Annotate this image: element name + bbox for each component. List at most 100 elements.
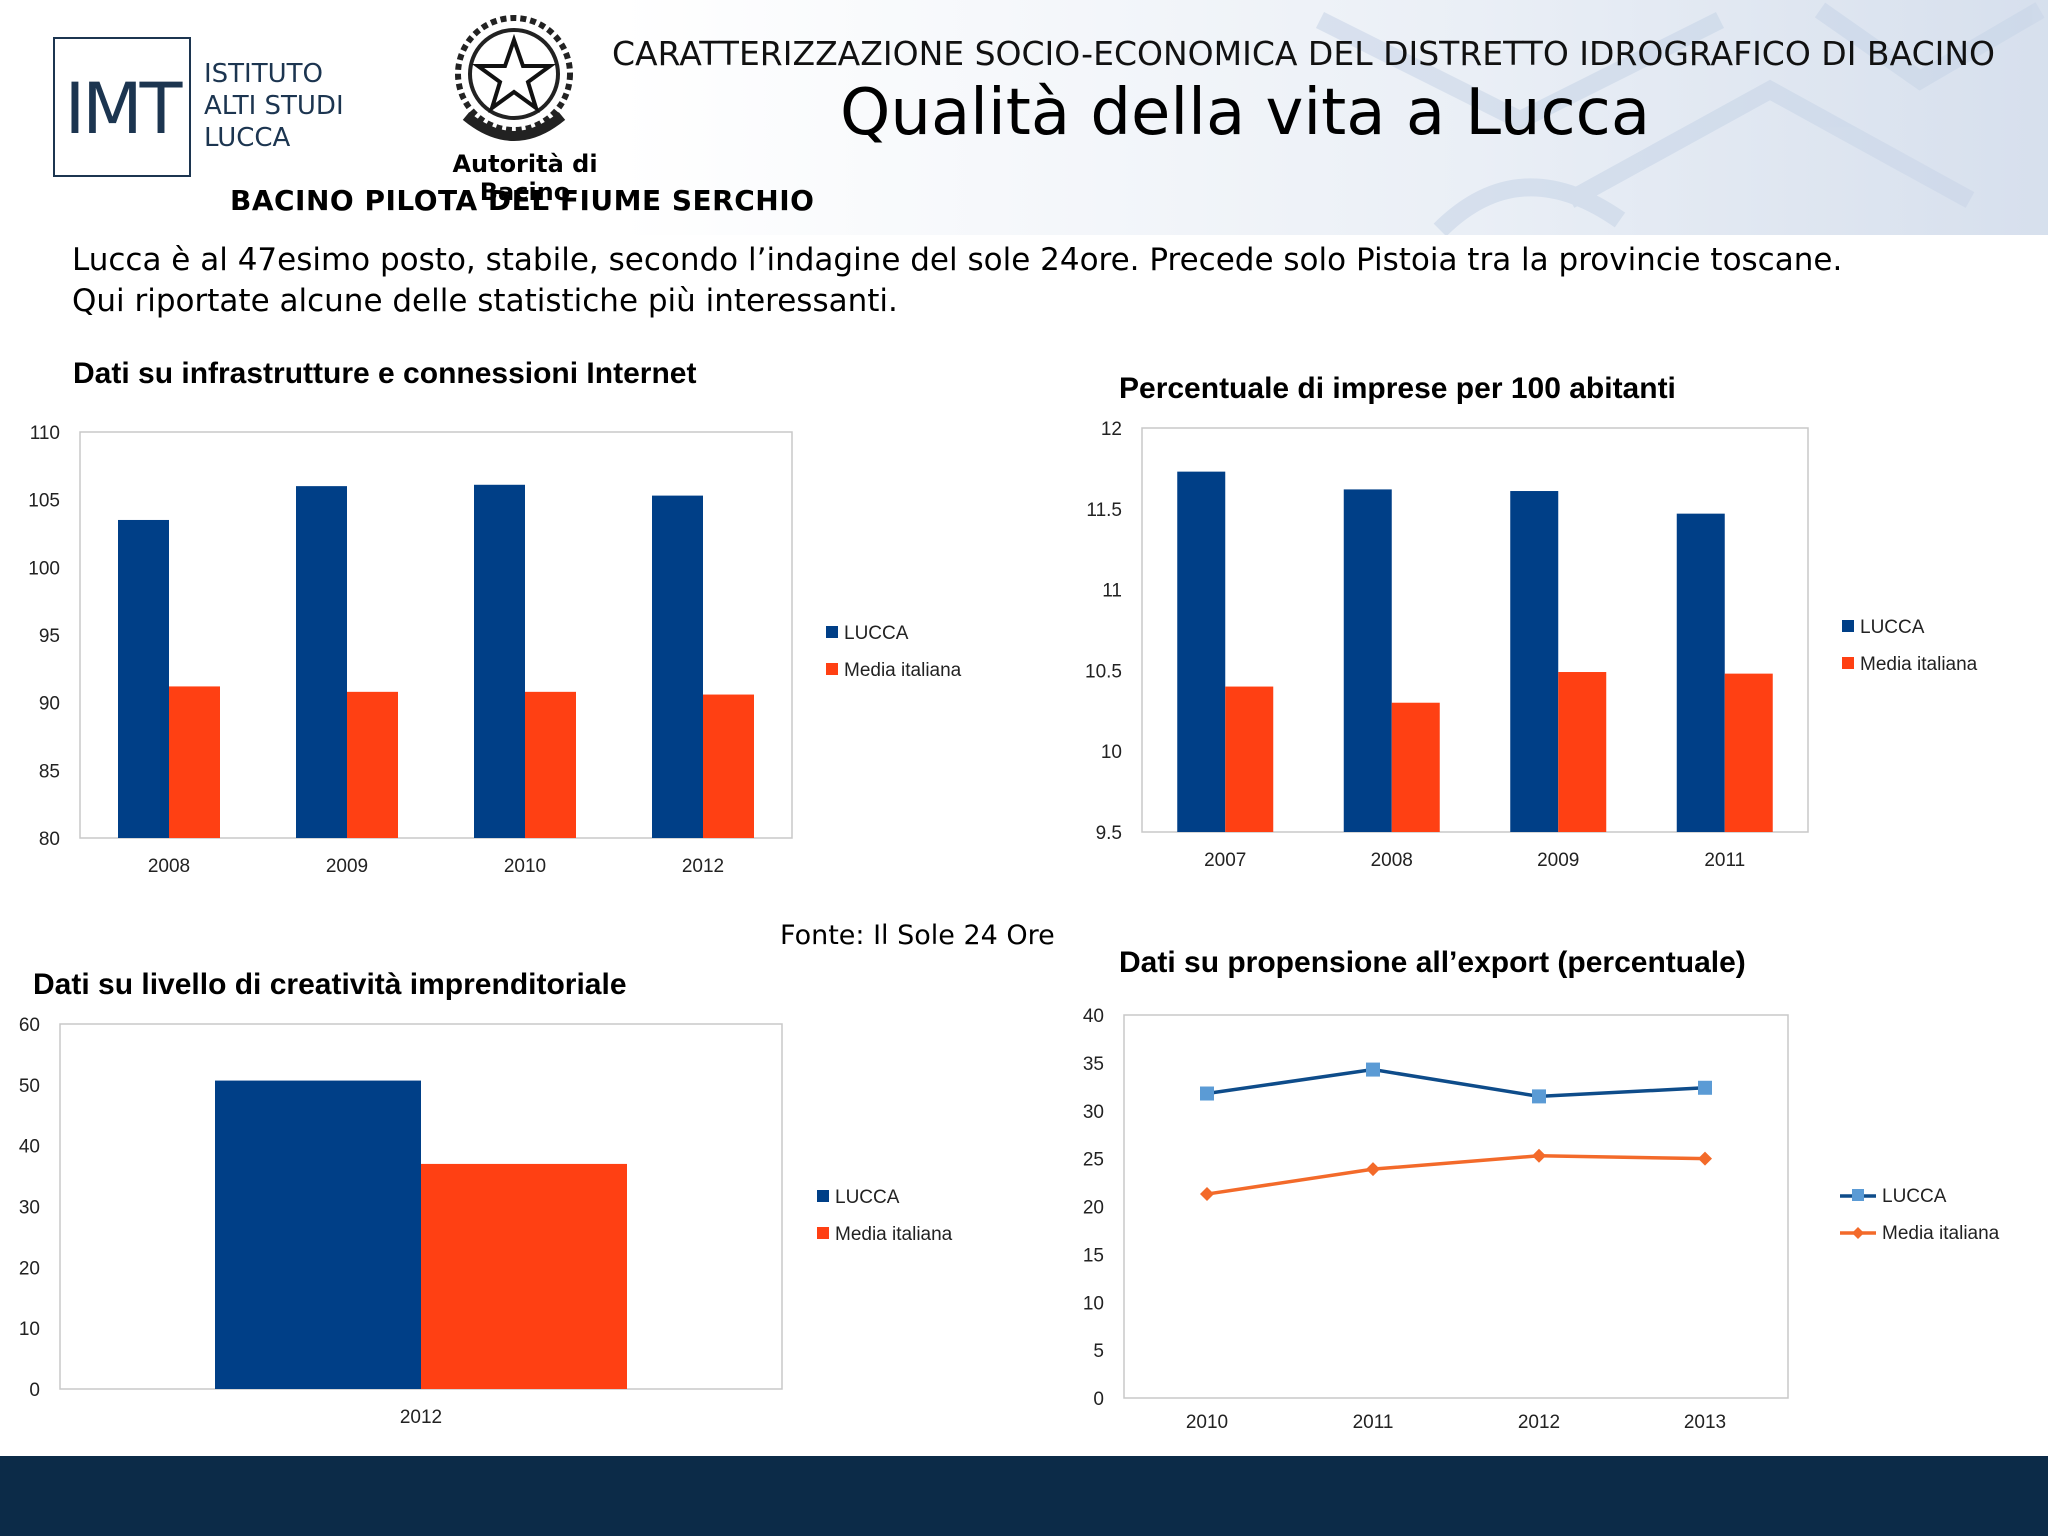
y-tick-label: 80 [39,829,60,850]
x-tick-label: 2012 [400,1407,442,1428]
institute-name-line: ISTITUTO [204,59,323,89]
x-tick-label: 2008 [148,856,190,877]
institute-name: ISTITUTO ALTI STUDI LUCCA [204,58,344,154]
bar-lucca [118,519,169,838]
bar-lucca [1676,513,1725,832]
imprese-chart-title: Percentuale di imprese per 100 abitanti [1119,372,1676,405]
bar-media-italiana [703,694,754,838]
y-tick-label: 9.5 [1096,823,1122,844]
bar-media-italiana [169,686,220,838]
y-tick-label: 95 [39,626,60,647]
y-tick-label: 10 [1101,742,1122,763]
data-point-lucca [1366,1062,1380,1077]
y-tick-label: 30 [19,1198,40,1219]
y-tick-label: 35 [1083,1054,1104,1075]
imprese-bar-chart: 9.5 10 10.5 11 11.5 12 2007 2008 2009 2011 LUCCA Me… [1085,419,1978,871]
legend-swatch [826,663,838,675]
legend-marker [1852,1227,1864,1239]
y-tick-label: 40 [1083,1006,1104,1027]
bar-media-italiana [1724,673,1773,832]
creativita-chart-title: Dati su livello di creatività imprendito… [33,968,627,1001]
x-tick-label: 2012 [682,856,724,877]
x-tick-label: 2009 [326,856,368,877]
x-tick-label: 2007 [1204,850,1246,871]
infra-bar-chart: 80 85 90 95 100 105 110 2008 2009 2010 2012 LUCCA Me… [28,423,962,877]
bar-media-italiana [525,691,576,838]
legend-label: LUCCA [844,623,909,644]
bar-lucca [215,1080,421,1389]
y-tick-label: 85 [39,761,60,782]
data-point-media-italiana [1366,1162,1380,1177]
header-background-pattern [620,0,2048,235]
bar-lucca [296,486,347,838]
background-swirl-graphic [1315,2,2045,235]
y-tick-label: 10 [19,1319,40,1340]
legend-swatch [817,1190,829,1202]
bar-lucca [652,495,703,838]
legend-swatch [826,626,838,638]
y-tick-label: 15 [1083,1245,1104,1266]
bar-lucca [1510,491,1559,832]
intro-text: Lucca è al 47esimo posto, stabile, secon… [72,240,1842,322]
footer-band [0,1456,2048,1536]
data-point-lucca [1532,1089,1546,1104]
export-chart-title: Dati su propensione all’export (percentu… [1119,946,1746,979]
data-point-media-italiana [1532,1148,1546,1163]
y-tick-label: 25 [1083,1150,1104,1171]
imt-logo-text: IMT [64,68,183,150]
x-tick-label: 2013 [1684,1412,1726,1433]
y-tick-label: 0 [29,1380,40,1401]
italian-republic-emblem-icon [455,15,573,141]
basin-label: BACINO PILOTA DEL FIUME SERCHIO [230,184,815,217]
legend-label: LUCCA [1882,1186,1947,1207]
data-point-media-italiana [1698,1151,1712,1166]
source-note: Fonte: Il Sole 24 Ore [780,920,1055,951]
y-tick-label: 105 [28,491,60,512]
page-title: Qualità della vita a Lucca [840,76,1651,150]
legend-label: Media italiana [844,660,962,681]
y-tick-label: 60 [19,1015,40,1036]
infra-chart-title: Dati su infrastrutture e connessioni Int… [73,357,697,390]
x-tick-label: 2011 [1353,1412,1394,1433]
legend-swatch [1842,657,1854,669]
legend-marker [1852,1189,1864,1201]
bar-media-italiana [1558,672,1607,832]
y-tick-label: 12 [1101,419,1122,440]
institute-name-line: LUCCA [204,123,291,153]
y-tick-label: 40 [19,1137,40,1158]
x-tick-label: 2010 [1186,1412,1228,1433]
y-tick-label: 100 [28,558,60,579]
intro-line: Lucca è al 47esimo posto, stabile, secon… [72,242,1843,278]
legend-label: LUCCA [1860,617,1925,638]
institute-name-line: ALTI STUDI [204,91,344,121]
legend-label: Media italiana [1882,1223,2000,1244]
y-tick-label: 20 [1083,1198,1104,1219]
bar-media-italiana [1391,702,1440,832]
y-tick-label: 30 [1083,1102,1104,1123]
bar-lucca [474,484,525,838]
intro-line: Qui riportate alcune delle statistiche p… [72,283,898,319]
bar-media-italiana [347,691,398,838]
data-point-lucca [1200,1086,1214,1101]
bar-lucca [1343,489,1392,832]
x-tick-label: 2012 [1518,1412,1560,1433]
series-line-media-italiana [1206,1154,1706,1196]
bar-lucca [1177,471,1226,832]
legend-label: Media italiana [1860,654,1978,675]
plot-area [1123,1014,1789,1399]
data-point-lucca [1698,1080,1712,1095]
y-tick-label: 0 [1093,1389,1104,1410]
creativita-bar-chart: 0 10 20 30 40 50 60 2012 LUCCA Media italiana [19,1015,953,1428]
y-tick-label: 90 [39,694,60,715]
imt-logo: IMT [53,37,191,177]
y-tick-label: 50 [19,1076,40,1097]
legend-label: Media italiana [835,1224,953,1245]
y-tick-label: 10 [1083,1293,1104,1314]
authority-label: Autorità di Bacino [452,150,598,206]
legend-swatch [817,1227,829,1239]
x-tick-label: 2010 [504,856,546,877]
y-tick-label: 110 [30,423,60,444]
legend-swatch [1842,620,1854,632]
y-tick-label: 11.5 [1086,500,1122,521]
y-tick-label: 10.5 [1085,661,1122,682]
